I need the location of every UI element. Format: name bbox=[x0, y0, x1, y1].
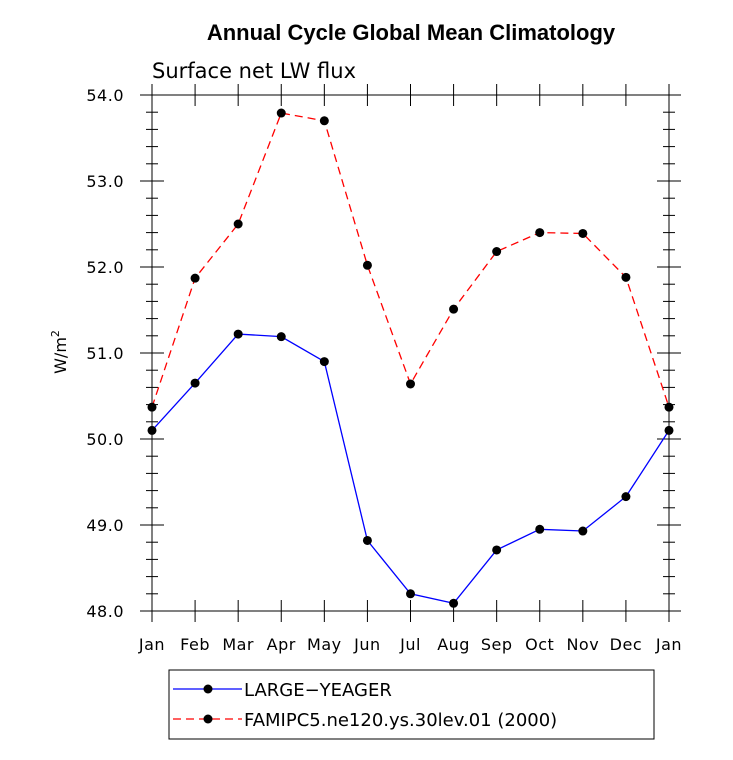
y-tick-label: 49.0 bbox=[86, 516, 124, 535]
data-point bbox=[664, 425, 674, 435]
data-point bbox=[664, 402, 674, 412]
plot-frame bbox=[151, 94, 670, 612]
legend-label: LARGE−YEAGER bbox=[244, 680, 392, 701]
y-tick-label: 52.0 bbox=[86, 258, 124, 277]
data-point bbox=[535, 228, 545, 238]
x-tick-label: Feb bbox=[180, 635, 210, 654]
data-point bbox=[449, 598, 459, 608]
x-tick-label: Jan bbox=[655, 635, 682, 654]
x-tick-label: Jun bbox=[353, 635, 381, 654]
x-tick-label: Dec bbox=[610, 635, 642, 654]
y-axis-label: W/m2 bbox=[49, 330, 70, 374]
chart-subtitle: Surface net LW flux bbox=[152, 59, 356, 83]
x-tick-label: Jan bbox=[138, 635, 165, 654]
x-tick-labels: Jan Feb Mar Apr May Jun Jul Aug Sep Oct Nov Dec Jan bbox=[138, 635, 682, 654]
x-tick-label: Sep bbox=[481, 635, 513, 654]
data-point bbox=[147, 402, 157, 412]
data-point bbox=[621, 272, 631, 282]
x-tick-label: Nov bbox=[566, 635, 599, 654]
y-axis-label-superscript: 2 bbox=[49, 330, 62, 337]
y-tick-label: 48.0 bbox=[86, 602, 124, 621]
data-point bbox=[276, 108, 286, 118]
data-point bbox=[233, 219, 243, 229]
data-point bbox=[362, 535, 372, 545]
series-layer bbox=[147, 108, 674, 608]
data-point bbox=[233, 329, 243, 339]
y-tick-label: 54.0 bbox=[86, 86, 124, 105]
y-tick-label: 53.0 bbox=[86, 172, 124, 191]
data-point bbox=[406, 589, 415, 599]
series-line bbox=[151, 112, 670, 408]
y-tick-label: 51.0 bbox=[86, 344, 124, 363]
data-point bbox=[276, 332, 286, 342]
y-tick-label: 50.0 bbox=[86, 430, 124, 449]
data-point bbox=[319, 116, 329, 126]
data-point bbox=[578, 526, 588, 536]
legend-marker bbox=[203, 714, 213, 724]
y-tick-labels: 48.0 49.0 50.0 51.0 52.0 53.0 54.0 bbox=[86, 86, 124, 621]
data-point bbox=[190, 273, 200, 283]
data-point bbox=[319, 357, 329, 367]
y-axis-label-text: W/m bbox=[51, 337, 70, 374]
series-line bbox=[151, 333, 670, 604]
x-tick-label: Oct bbox=[525, 635, 554, 654]
chart-title: Annual Cycle Global Mean Climatology bbox=[207, 20, 616, 45]
x-tick-label: May bbox=[307, 635, 342, 654]
data-point bbox=[492, 247, 502, 257]
data-point bbox=[535, 524, 545, 534]
x-tick-label: Aug bbox=[437, 635, 470, 654]
data-point bbox=[190, 378, 200, 388]
data-point bbox=[578, 228, 588, 238]
data-point bbox=[621, 492, 631, 502]
data-point bbox=[406, 379, 415, 389]
legend-marker bbox=[203, 684, 213, 694]
x-tick-label: Apr bbox=[267, 635, 296, 654]
data-point bbox=[492, 545, 502, 555]
data-point bbox=[449, 304, 459, 314]
data-point bbox=[147, 425, 157, 435]
data-point bbox=[362, 260, 372, 270]
legend-box bbox=[168, 669, 655, 740]
legend-label: FAMIPC5.ne120.ys.30lev.01 (2000) bbox=[244, 710, 557, 731]
x-tick-label: Mar bbox=[222, 635, 254, 654]
axis-ticks bbox=[140, 84, 681, 622]
x-tick-label: Jul bbox=[399, 635, 421, 654]
legend: LARGE−YEAGER FAMIPC5.ne120.ys.30lev.01 (2… bbox=[173, 680, 557, 731]
